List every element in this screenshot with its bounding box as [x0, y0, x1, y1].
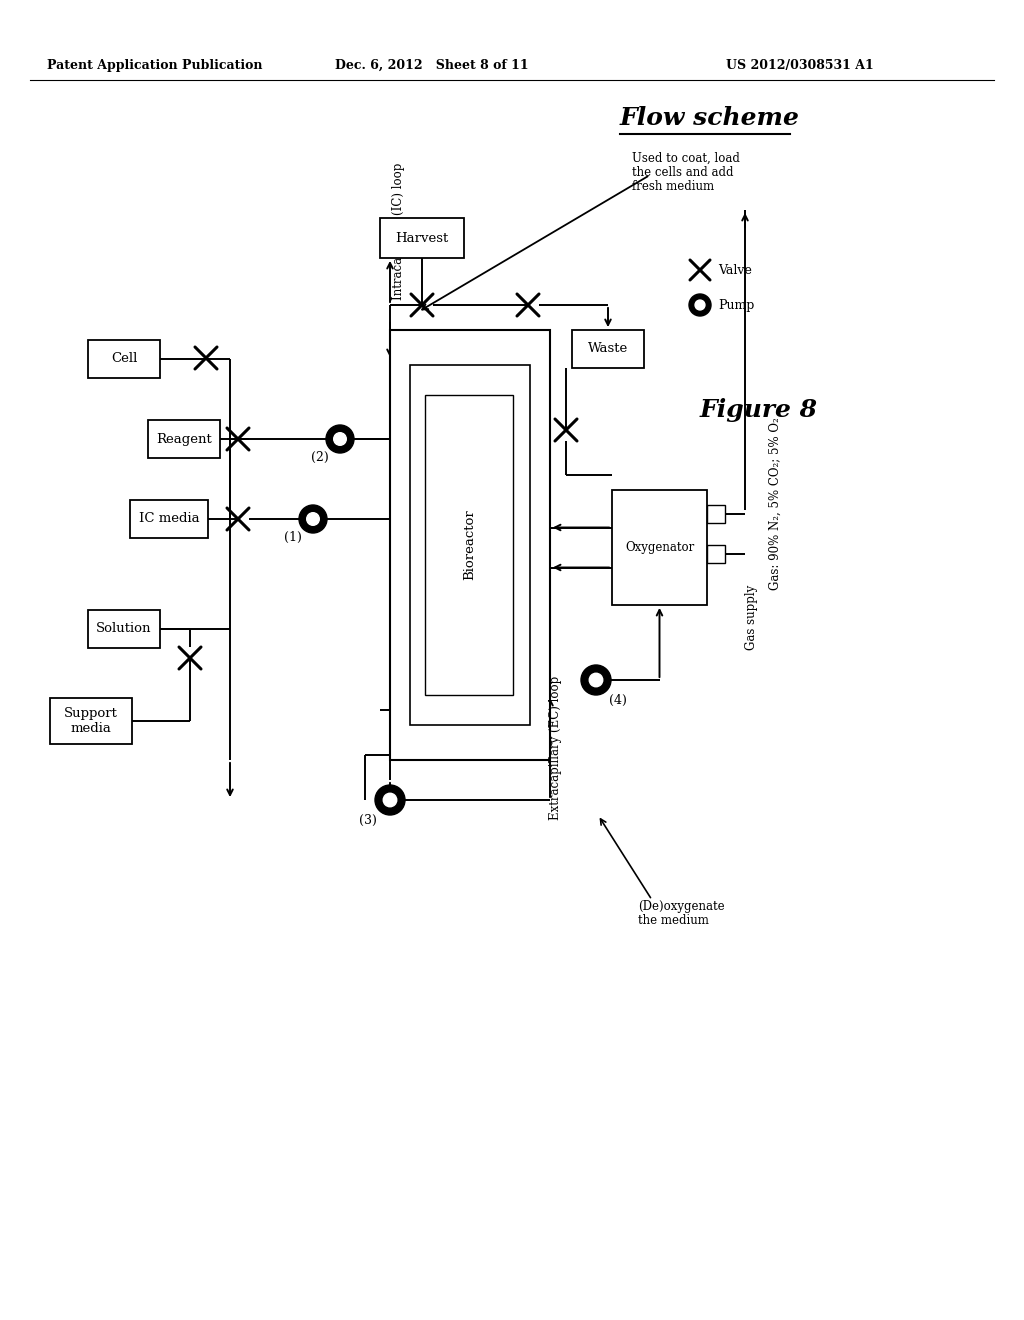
- Circle shape: [334, 433, 346, 445]
- Text: Intracapillary (IC) loop: Intracapillary (IC) loop: [392, 162, 406, 300]
- Circle shape: [581, 665, 611, 696]
- Text: Used to coat, load: Used to coat, load: [632, 152, 740, 165]
- Text: the cells and add: the cells and add: [632, 166, 733, 180]
- Circle shape: [695, 300, 705, 310]
- Text: Support
media: Support media: [65, 708, 118, 735]
- Bar: [410, 366, 530, 725]
- Bar: [572, 330, 644, 368]
- Text: Extracapillary (EC) loop: Extracapillary (EC) loop: [550, 676, 562, 820]
- Text: US 2012/0308531 A1: US 2012/0308531 A1: [726, 58, 873, 71]
- Text: Bioreactor: Bioreactor: [464, 510, 476, 581]
- Bar: [148, 420, 220, 458]
- Circle shape: [307, 512, 319, 525]
- Bar: [612, 490, 707, 605]
- Text: Oxygenator: Oxygenator: [625, 541, 694, 554]
- Text: Waste: Waste: [588, 342, 628, 355]
- Text: (4): (4): [609, 693, 627, 706]
- Text: Valve: Valve: [718, 264, 752, 276]
- Bar: [88, 610, 160, 648]
- Bar: [50, 698, 132, 744]
- Text: Gas: 90% N₂, 5% CO₂; 5% O₂: Gas: 90% N₂, 5% CO₂; 5% O₂: [768, 417, 781, 590]
- Text: the medium: the medium: [638, 913, 709, 927]
- Text: (3): (3): [359, 813, 377, 826]
- Text: Harvest: Harvest: [395, 231, 449, 244]
- Text: Dec. 6, 2012   Sheet 8 of 11: Dec. 6, 2012 Sheet 8 of 11: [335, 58, 528, 71]
- Circle shape: [299, 506, 327, 533]
- Text: (2): (2): [311, 450, 329, 463]
- Text: (1): (1): [284, 531, 302, 544]
- Circle shape: [383, 793, 396, 807]
- Bar: [390, 330, 550, 760]
- Bar: [88, 341, 160, 378]
- Circle shape: [375, 785, 406, 814]
- Text: IC media: IC media: [138, 512, 200, 525]
- Circle shape: [689, 294, 711, 315]
- Text: fresh medium: fresh medium: [632, 180, 714, 193]
- Text: Patent Application Publication: Patent Application Publication: [47, 58, 263, 71]
- Text: Reagent: Reagent: [156, 433, 212, 446]
- Bar: [380, 218, 464, 257]
- Text: Figure 8: Figure 8: [700, 399, 818, 422]
- Bar: [707, 545, 725, 564]
- Circle shape: [589, 673, 603, 686]
- Text: Cell: Cell: [111, 352, 137, 366]
- Bar: [130, 500, 208, 539]
- Text: Solution: Solution: [96, 623, 152, 635]
- Text: Pump: Pump: [718, 298, 755, 312]
- Text: Gas supply: Gas supply: [745, 585, 759, 649]
- Bar: [707, 506, 725, 523]
- Text: Flow scheme: Flow scheme: [620, 106, 800, 129]
- Circle shape: [326, 425, 354, 453]
- Bar: [425, 395, 513, 696]
- Text: (De)oxygenate: (De)oxygenate: [638, 900, 725, 913]
